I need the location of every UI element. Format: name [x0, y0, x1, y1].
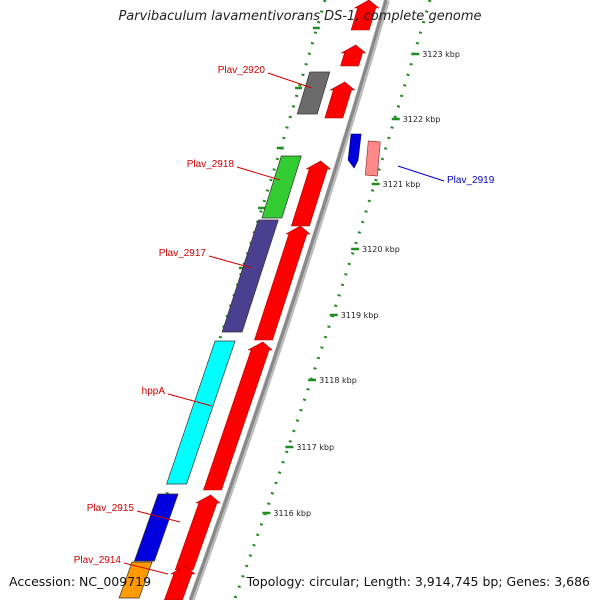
cds-arrow: [203, 341, 273, 491]
kbp-tick-label: 3123 kbp: [422, 50, 460, 59]
map-title: Parvibaculum lavamentivorans DS-1, compl…: [118, 9, 482, 24]
cds-arrow: [340, 44, 367, 67]
labels-layer: Plav_2920 Plav_2918 Plav_2917 hppA Plav_2915…: [74, 50, 495, 566]
kbp-tick-label: 3119 kbp: [341, 311, 379, 320]
cds-arrows-layer: [164, 0, 380, 600]
leader-line-hppA: [167, 393, 213, 407]
kbp-tick-label: 3117 kbp: [296, 443, 334, 452]
kbp-tick-label: 3120 kbp: [362, 245, 400, 254]
gene-block-hppA: [166, 340, 236, 485]
gene-label-Plav_2920: Plav_2920: [218, 65, 266, 76]
kbp-tick-label: 3121 kbp: [383, 180, 421, 189]
kbp-tick-label: 3116 kbp: [273, 509, 311, 518]
gene-block-Plav_2917: [221, 219, 279, 333]
gene-block-Plav_2914: [118, 561, 153, 599]
label-leaders-layer: [123, 72, 445, 575]
leader-line-Plav_2919: [397, 165, 445, 182]
gene-blocks-layer: [118, 71, 381, 599]
gene-label-Plav_2919: Plav_2919: [447, 175, 495, 186]
gene-label-hppA: hppA: [142, 386, 166, 397]
cds-arrow: [324, 81, 356, 119]
leader-line-Plav_2917: [208, 255, 253, 269]
kbp-tick-label: 3122 kbp: [403, 115, 441, 124]
leader-line-Plav_2914: [123, 562, 169, 575]
kbp-tick-label: 3118 kbp: [319, 376, 357, 385]
reverse-cds-arrow: [347, 133, 362, 169]
gene-label-Plav_2914: Plav_2914: [74, 555, 122, 566]
cds-arrow: [290, 160, 332, 227]
topology-label: Topology: circular; Length: 3,914,745 bp…: [246, 574, 590, 589]
leader-line-Plav_2915: [136, 510, 181, 523]
cds-arrow: [350, 0, 380, 31]
cds-arrow: [164, 565, 196, 600]
cds-arrow: [254, 225, 311, 341]
gene-label-Plav_2915: Plav_2915: [87, 503, 135, 514]
leader-line-Plav_2920: [267, 72, 313, 89]
gene-block-Plav_2915: [133, 493, 179, 562]
gene-label-Plav_2917: Plav_2917: [159, 248, 207, 259]
gene-label-Plav_2918: Plav_2918: [187, 159, 235, 170]
gene-block-Plav_2919: [364, 140, 381, 177]
gene-block-Plav_2918: [261, 155, 302, 219]
accession-label: Accession: NC_009719: [9, 574, 152, 589]
leader-line-Plav_2918: [236, 166, 281, 181]
backbone-line: [188, 0, 388, 600]
backbone-layer: [188, 0, 390, 600]
gene-block-Plav_2920: [296, 71, 331, 115]
cds-arrow: [174, 494, 221, 571]
